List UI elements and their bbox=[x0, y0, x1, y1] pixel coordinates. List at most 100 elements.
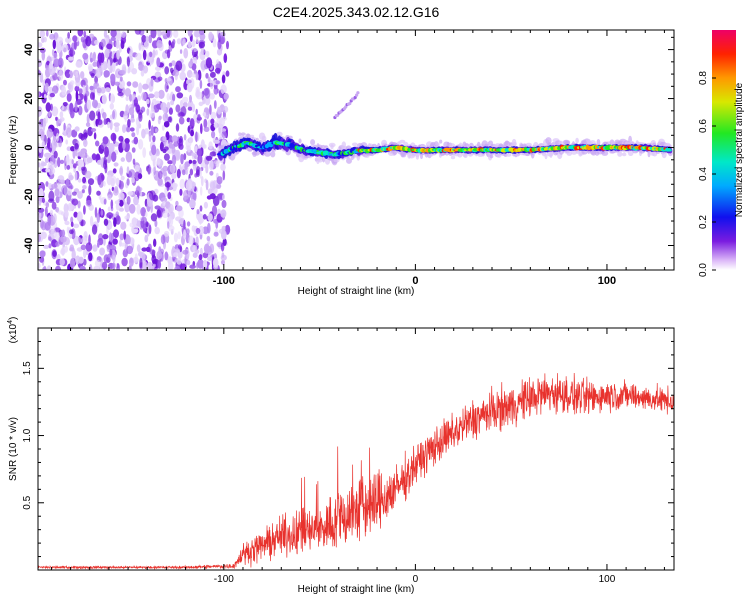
noise-dot bbox=[54, 188, 60, 197]
noise-dot bbox=[38, 199, 42, 206]
noise-dot bbox=[74, 101, 78, 112]
noise-dot bbox=[195, 131, 198, 143]
noise-dot bbox=[205, 50, 210, 58]
noise-dot bbox=[155, 49, 158, 56]
noise-dot bbox=[188, 60, 193, 68]
noise-dot bbox=[43, 36, 47, 43]
noise-dot bbox=[77, 191, 83, 199]
noise-dot bbox=[172, 93, 176, 102]
noise-dot bbox=[109, 119, 113, 131]
noise-dot bbox=[48, 243, 52, 249]
noise-dot bbox=[55, 265, 61, 270]
noise-dot bbox=[98, 65, 103, 73]
noise-dot bbox=[53, 58, 60, 68]
figure-title: C2E4.2025.343.02.12.G16 bbox=[273, 4, 440, 20]
noise-dot bbox=[177, 231, 181, 240]
noise-dot bbox=[198, 41, 205, 49]
noise-dot bbox=[212, 38, 217, 48]
noise-dot bbox=[65, 178, 70, 188]
noise-dot bbox=[83, 95, 87, 102]
noise-dot bbox=[73, 40, 77, 50]
noise-dot bbox=[173, 232, 178, 243]
noise-dot bbox=[109, 248, 113, 256]
noise-dot bbox=[67, 56, 74, 61]
noise-dot bbox=[152, 259, 158, 265]
noise-dot bbox=[55, 116, 58, 121]
noise-dot bbox=[41, 51, 46, 61]
trace-halo bbox=[420, 153, 423, 160]
noise-dot bbox=[74, 171, 78, 181]
noise-dot bbox=[115, 215, 121, 225]
noise-dot bbox=[190, 73, 197, 78]
noise-dot bbox=[155, 149, 160, 157]
trace-halo bbox=[622, 152, 627, 157]
noise-dot bbox=[47, 215, 52, 227]
noise-dot bbox=[213, 86, 219, 95]
noise-dot bbox=[134, 30, 142, 35]
noise-dot bbox=[78, 236, 82, 245]
noise-dot bbox=[205, 163, 209, 174]
noise-dot bbox=[136, 203, 141, 215]
noise-dot bbox=[91, 153, 97, 161]
noise-dot bbox=[39, 72, 44, 83]
colorbar-gradient bbox=[712, 30, 736, 270]
noise-dot bbox=[207, 78, 211, 83]
noise-dot bbox=[75, 79, 81, 87]
noise-dot bbox=[162, 112, 169, 122]
noise-dot bbox=[74, 143, 79, 150]
spectrogram-axes: -100 0 100 -40 -20 0 20 40 bbox=[23, 30, 674, 287]
noise-dot bbox=[172, 182, 176, 187]
noise-dot bbox=[183, 48, 189, 59]
noise-dot bbox=[142, 49, 147, 61]
noise-dot bbox=[195, 249, 200, 254]
noise-dot bbox=[157, 177, 163, 186]
noise-dot bbox=[141, 216, 147, 225]
noise-dot bbox=[119, 76, 123, 82]
noise-dot bbox=[49, 209, 54, 216]
trace-halo bbox=[310, 139, 316, 146]
noise-dot bbox=[205, 179, 209, 191]
noise-dot bbox=[192, 159, 197, 165]
noise-dot bbox=[196, 209, 200, 215]
noise-dot bbox=[113, 162, 119, 167]
noise-dot bbox=[57, 210, 64, 215]
y-tick-label: 40 bbox=[23, 43, 35, 55]
colorbar-axis: 0.0 0.2 0.4 0.6 0.8 bbox=[698, 71, 716, 277]
noise-dot bbox=[142, 223, 147, 232]
noise-dot bbox=[114, 125, 120, 133]
noise-dot bbox=[118, 207, 124, 212]
noise-dot bbox=[120, 157, 126, 162]
colorbar-tick-label: 0.8 bbox=[698, 71, 709, 85]
noise-dot bbox=[223, 53, 228, 64]
noise-dot bbox=[158, 115, 162, 121]
x-tick-label: 0 bbox=[413, 574, 419, 585]
noise-dot bbox=[129, 93, 133, 102]
noise-dot bbox=[213, 231, 219, 237]
noise-dot bbox=[114, 186, 119, 194]
noise-dot bbox=[215, 80, 220, 85]
noise-dot bbox=[187, 41, 192, 48]
noise-dot bbox=[41, 162, 47, 167]
noise-dot bbox=[174, 265, 180, 270]
colorbar-tick-label: 0.0 bbox=[698, 263, 709, 277]
noise-dot bbox=[168, 40, 172, 46]
noise-dot bbox=[75, 90, 79, 102]
noise-dot bbox=[109, 93, 115, 104]
noise-dot bbox=[220, 36, 225, 45]
noise-dot bbox=[100, 38, 106, 48]
noise-dot bbox=[123, 110, 128, 116]
trace-halo bbox=[238, 132, 242, 137]
noise-dot bbox=[157, 170, 163, 179]
noise-dot bbox=[89, 85, 94, 91]
noise-dot bbox=[167, 192, 172, 200]
noise-dot bbox=[153, 165, 156, 176]
noise-dot bbox=[49, 33, 55, 40]
noise-dot bbox=[117, 91, 124, 97]
noise-dot bbox=[66, 127, 72, 138]
noise-dot bbox=[90, 128, 97, 132]
noise-dot bbox=[179, 71, 186, 81]
noise-dot bbox=[139, 257, 143, 269]
noise-dot bbox=[85, 199, 92, 207]
noise-dot bbox=[155, 128, 158, 133]
trace-halo bbox=[489, 154, 494, 159]
